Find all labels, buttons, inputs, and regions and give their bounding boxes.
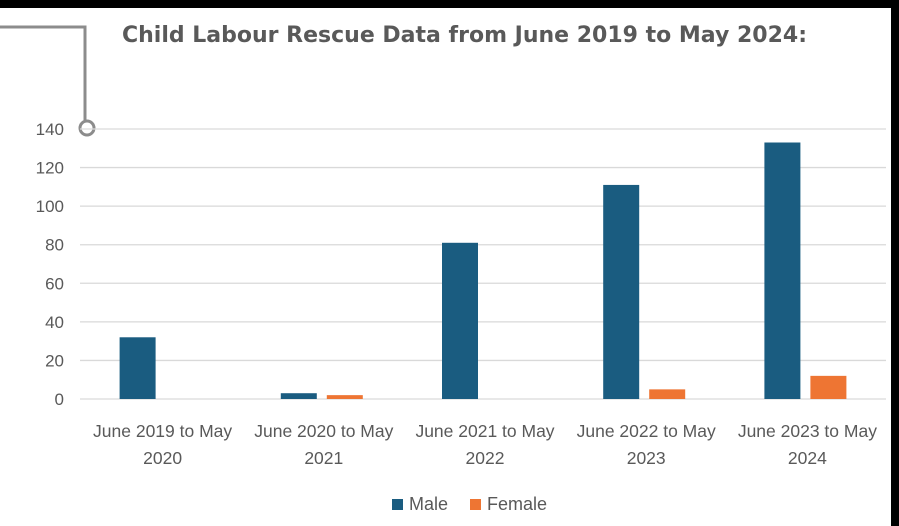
decorative-connector — [0, 25, 96, 137]
x-tick-label: June 2021 to May — [415, 421, 554, 441]
y-tick-label: 140 — [36, 120, 64, 139]
x-tick-label: 2023 — [627, 448, 666, 468]
bars — [119, 142, 847, 399]
x-tick-label: June 2019 to May — [93, 421, 232, 441]
bar-male — [442, 242, 478, 399]
y-tick-label: 100 — [36, 197, 64, 216]
y-tick-label: 0 — [55, 390, 64, 409]
legend-item-female: Female — [469, 494, 548, 515]
connector-line — [0, 25, 87, 121]
x-tick-label: 2024 — [788, 448, 827, 468]
bar-male — [119, 337, 156, 399]
y-tick-label: 60 — [45, 274, 64, 293]
x-axis-ticks: June 2019 to May 2020 June 2020 to May 2021… — [93, 421, 877, 468]
x-tick-label: 2021 — [304, 448, 343, 468]
bar-female — [649, 389, 686, 399]
x-tick-label: 2020 — [143, 448, 182, 468]
legend: Male Female — [0, 494, 899, 515]
y-axis-ticks: 0 20 40 60 80 100 120 140 — [36, 120, 64, 409]
legend-swatch-female — [469, 499, 481, 510]
y-tick-label: 120 — [36, 159, 64, 178]
bar-male — [280, 393, 317, 399]
legend-swatch-male — [391, 499, 403, 510]
y-tick-label: 40 — [45, 313, 64, 332]
y-tick-label: 80 — [45, 236, 64, 255]
bar-male — [764, 142, 801, 399]
x-tick-label: 2022 — [466, 448, 505, 468]
chart-title: Child Labour Rescue Data from June 2019 … — [121, 23, 808, 48]
y-tick-label: 20 — [45, 351, 64, 370]
bar-male — [603, 184, 640, 399]
legend-label-male: Male — [408, 494, 448, 514]
x-tick-label: June 2023 to May — [738, 421, 877, 441]
x-tick-label: June 2022 to May — [577, 421, 716, 441]
x-tick-label: June 2020 to May — [254, 421, 393, 441]
bar-female — [810, 375, 847, 399]
gridlines — [80, 128, 886, 400]
legend-item-male: Male — [391, 494, 448, 515]
bar-female — [326, 395, 363, 399]
connector-circle — [78, 119, 96, 137]
legend-label-female: Female — [486, 494, 548, 514]
